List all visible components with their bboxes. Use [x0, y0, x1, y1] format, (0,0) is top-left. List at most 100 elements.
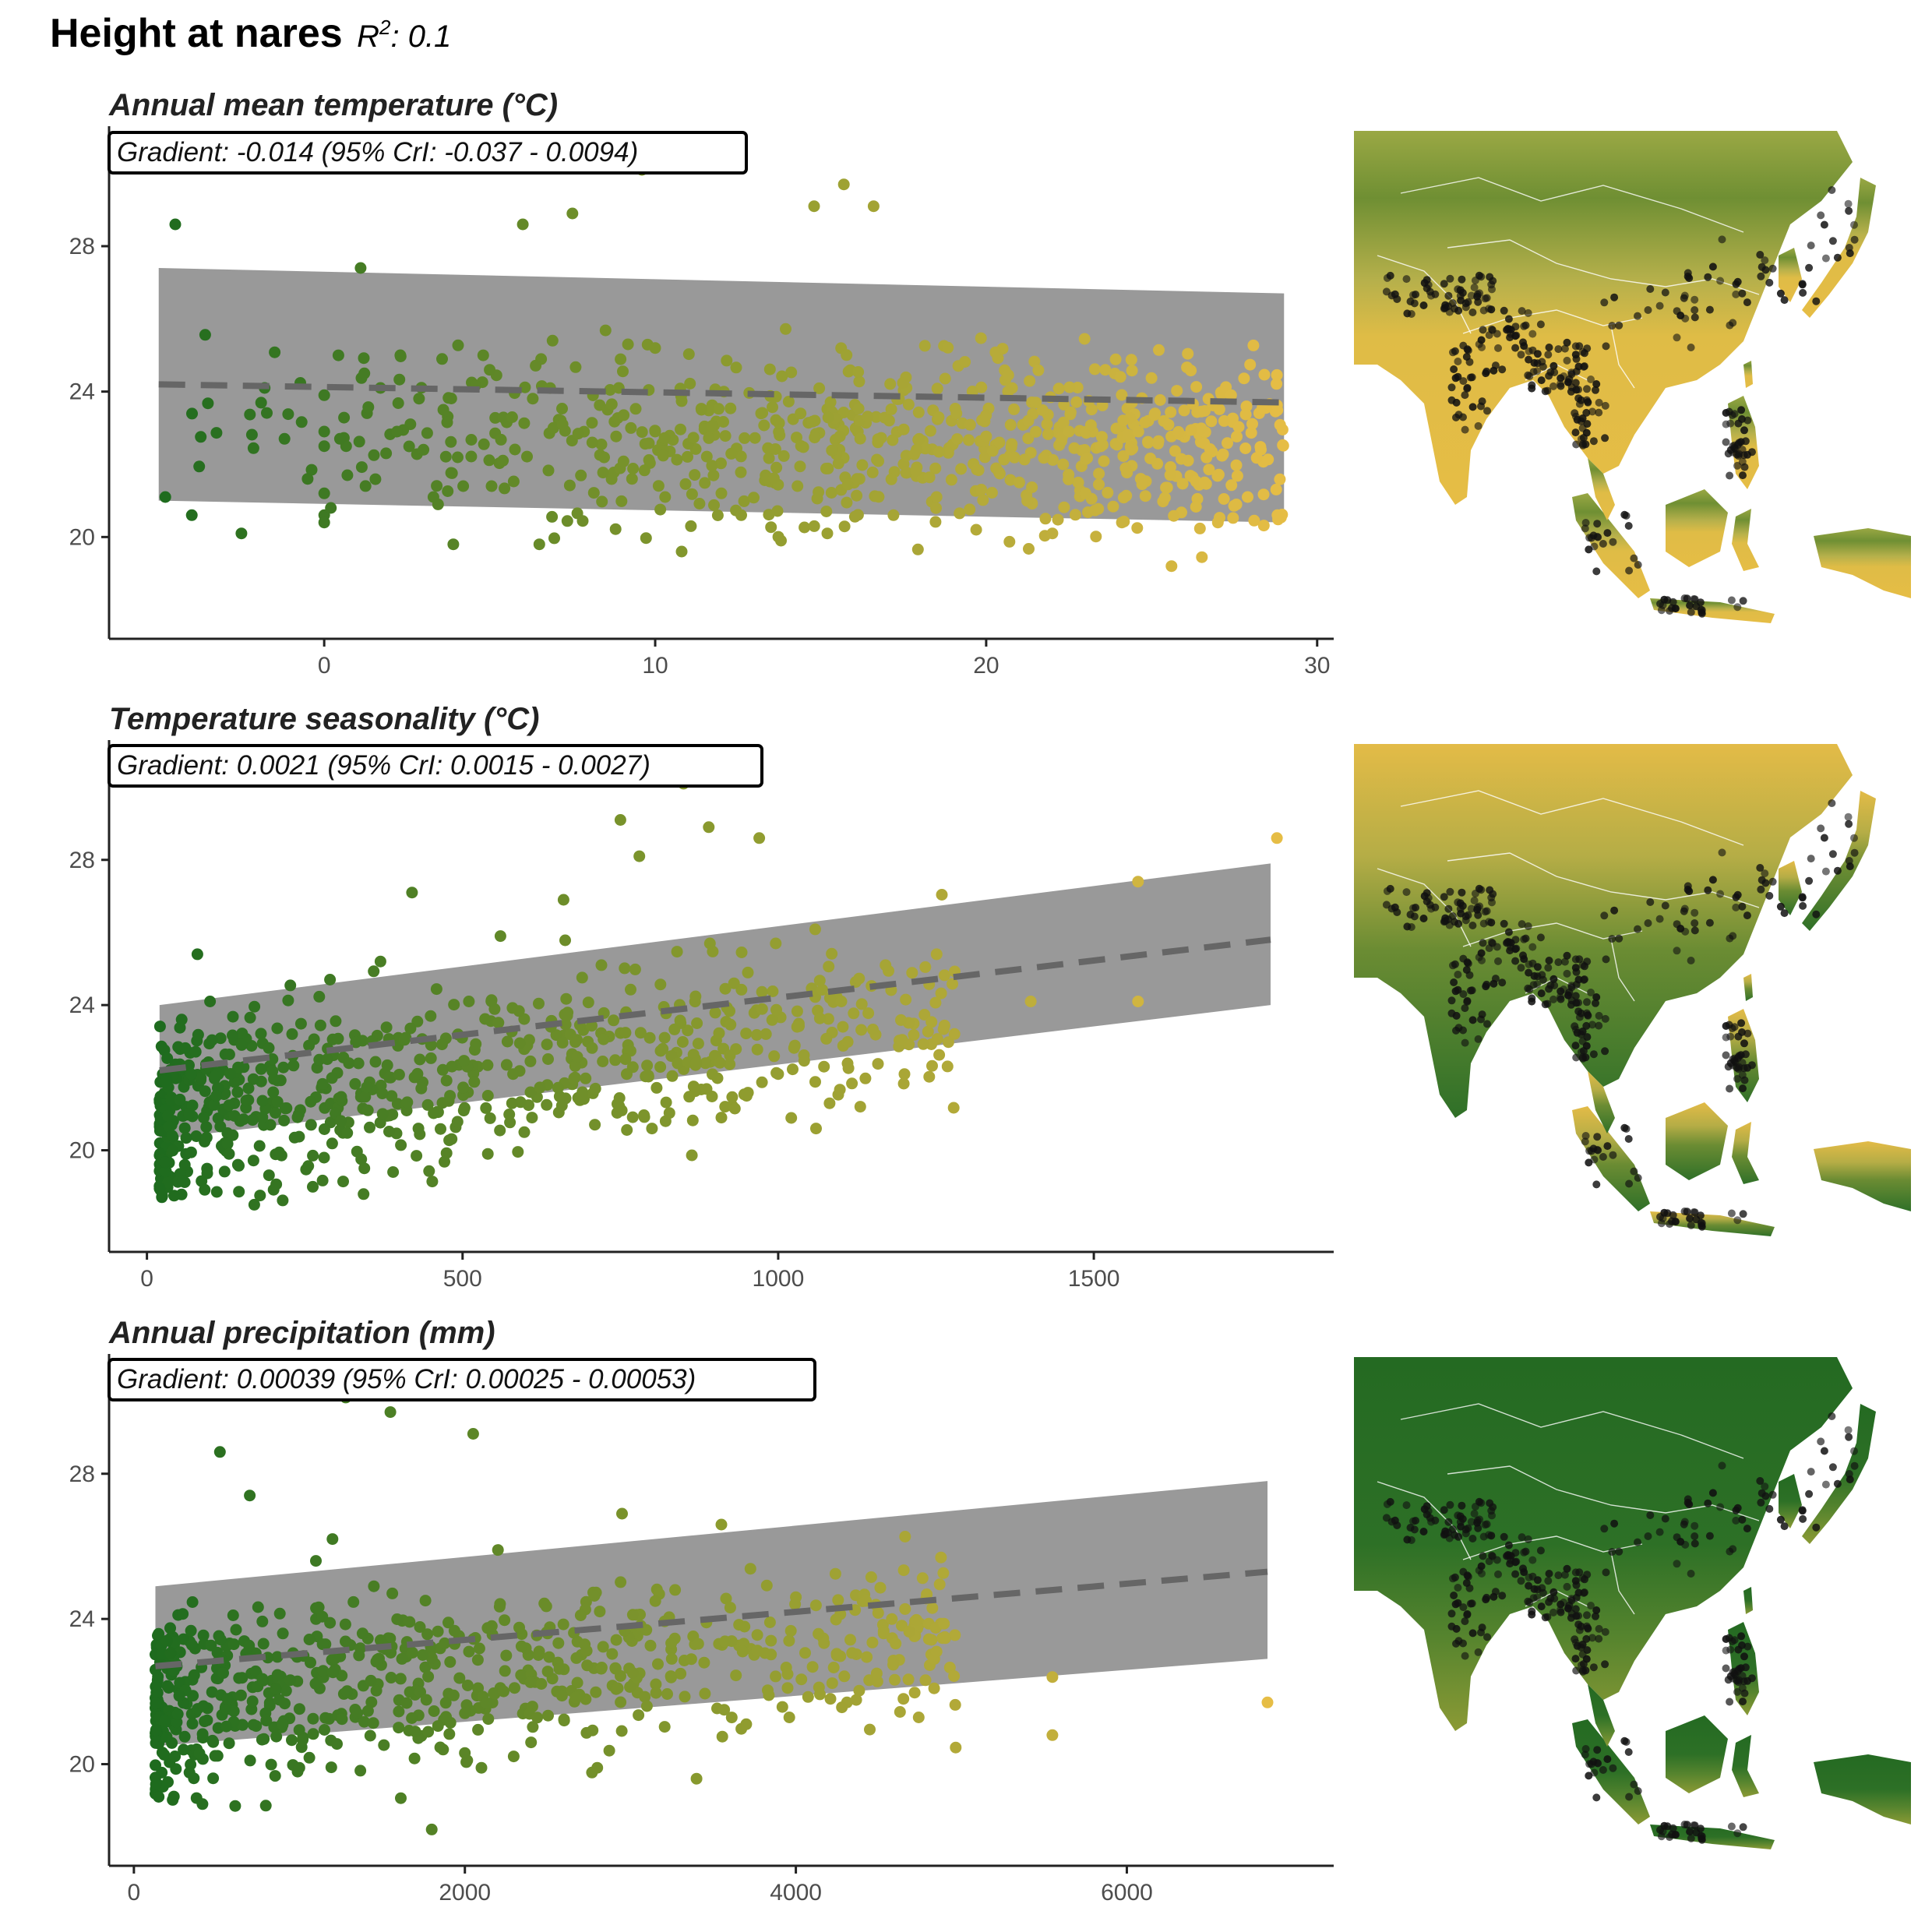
data-point: [291, 1111, 304, 1123]
data-points: [159, 153, 1289, 573]
sample-site-point: [1757, 885, 1765, 894]
sample-site-point: [1537, 1602, 1546, 1611]
data-point: [1244, 358, 1257, 371]
sample-site-point: [1461, 391, 1469, 400]
data-point: [874, 1581, 887, 1594]
data-point: [425, 1823, 438, 1835]
data-point: [247, 442, 259, 454]
data-point: [353, 1649, 365, 1662]
data-point: [587, 487, 600, 499]
data-point: [597, 1641, 609, 1653]
sample-site-point: [1518, 307, 1526, 316]
data-point: [773, 425, 785, 438]
data-point: [186, 1718, 199, 1730]
data-point: [661, 1688, 673, 1700]
sample-site-point: [1567, 368, 1576, 377]
sample-site-point: [1582, 1042, 1591, 1050]
data-point: [1089, 504, 1101, 516]
country-border: [1400, 790, 1744, 846]
data-point: [188, 1772, 200, 1785]
data-point: [846, 1077, 858, 1090]
data-point: [853, 1684, 866, 1697]
data-point: [767, 472, 780, 485]
data-point: [1078, 333, 1091, 345]
land-region: [1779, 1474, 1802, 1528]
data-point: [933, 446, 945, 458]
data-point: [1232, 421, 1245, 433]
data-point: [574, 1609, 587, 1621]
data-point: [465, 434, 478, 446]
sample-site-point: [1680, 907, 1688, 915]
sample-site-point: [1427, 1518, 1436, 1526]
data-point: [930, 1645, 943, 1658]
data-point: [725, 1712, 738, 1724]
data-point: [964, 503, 976, 516]
sample-site-point: [1686, 1828, 1694, 1836]
data-point: [781, 1682, 794, 1694]
data-point: [1274, 473, 1286, 485]
data-point: [307, 1728, 319, 1740]
data-point: [355, 461, 368, 474]
data-point: [913, 432, 925, 445]
sample-site-point: [1644, 1532, 1652, 1540]
sample-site-point: [1756, 1477, 1765, 1485]
sample-site-point: [1393, 295, 1401, 303]
data-point: [989, 346, 1002, 358]
data-point: [395, 1139, 407, 1151]
data-point: [1117, 414, 1130, 427]
land-region: [1732, 1122, 1759, 1184]
data-point: [269, 1770, 281, 1782]
data-point: [421, 1098, 434, 1111]
sample-site-point: [1634, 1538, 1641, 1546]
data-point: [1008, 451, 1021, 464]
sample-site-point: [1685, 1500, 1694, 1508]
data-point: [884, 378, 897, 390]
data-point: [612, 1682, 624, 1694]
data-point: [195, 431, 207, 443]
sample-site-point: [1511, 344, 1520, 352]
sample-site-point: [1608, 1548, 1616, 1557]
data-point: [926, 1059, 938, 1072]
sample-site-point: [1479, 1552, 1487, 1560]
data-point: [497, 454, 509, 467]
figure-title: Height at nares: [50, 11, 343, 56]
data-point: [1257, 488, 1270, 501]
sample-site-point: [1588, 1021, 1596, 1029]
data-point: [421, 1628, 434, 1641]
data-point: [823, 961, 835, 973]
x-tick-label: 10: [642, 653, 668, 679]
sample-site-point: [1530, 971, 1539, 980]
data-point: [358, 352, 370, 365]
sample-site-point: [1487, 894, 1496, 902]
country-border: [1447, 1465, 1760, 1521]
sample-site-point: [1634, 1787, 1642, 1795]
data-point: [340, 1685, 353, 1698]
sample-site-point: [1517, 1577, 1525, 1585]
data-point: [948, 1670, 961, 1682]
land-region: [1802, 791, 1876, 931]
data-point: [929, 996, 942, 1009]
data-point: [477, 349, 489, 361]
sample-site-point: [1805, 1490, 1814, 1498]
data-point: [986, 445, 999, 457]
sample-site-point: [1807, 1468, 1815, 1476]
sample-site-point: [1735, 1665, 1743, 1673]
data-point: [471, 1654, 484, 1666]
data-point: [1204, 443, 1216, 455]
data-point: [586, 417, 598, 429]
data-point: [571, 1051, 583, 1063]
data-point: [404, 1022, 417, 1035]
sample-site-point: [1593, 520, 1602, 528]
sample-site-point: [1733, 1504, 1742, 1512]
sample-site-point: [1474, 1648, 1482, 1656]
sample-site-point: [1602, 955, 1610, 964]
data-point: [606, 1648, 619, 1660]
data-point: [383, 1126, 395, 1137]
sample-site-point: [1817, 1437, 1825, 1446]
sample-site-point: [1498, 978, 1507, 987]
data-point: [955, 463, 968, 475]
sample-site-point: [1520, 342, 1528, 351]
country-border: [1377, 1481, 1472, 1560]
data-point: [277, 1061, 290, 1074]
gradient-label: Gradient: 0.0021 (95% CrI: 0.0015 - 0.00…: [117, 750, 650, 781]
